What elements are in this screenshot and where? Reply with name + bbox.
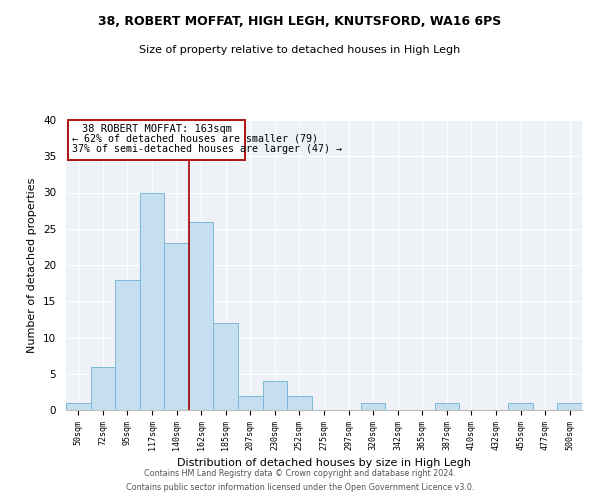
Bar (189, 222, 214, 410)
Bar (361, 403, 385, 410)
Text: 38 ROBERT MOFFAT: 163sqm: 38 ROBERT MOFFAT: 163sqm (82, 124, 232, 134)
Text: 38, ROBERT MOFFAT, HIGH LEGH, KNUTSFORD, WA16 6PS: 38, ROBERT MOFFAT, HIGH LEGH, KNUTSFORD,… (98, 15, 502, 28)
Text: ← 62% of detached houses are smaller (79): ← 62% of detached houses are smaller (79… (72, 133, 318, 143)
Y-axis label: Number of detached properties: Number of detached properties (28, 178, 37, 352)
Bar (287, 396, 312, 410)
Bar (238, 396, 263, 410)
Bar (263, 381, 287, 410)
Text: 37% of semi-detached houses are larger (47) →: 37% of semi-detached houses are larger (… (72, 144, 342, 154)
Bar (140, 192, 164, 410)
Bar (115, 280, 140, 410)
Text: Contains public sector information licensed under the Open Government Licence v3: Contains public sector information licen… (126, 484, 474, 492)
Bar (434, 403, 459, 410)
Bar (214, 323, 238, 410)
Bar (557, 403, 582, 410)
Bar (66, 403, 91, 410)
Bar (91, 366, 115, 410)
Bar (508, 403, 533, 410)
Text: Contains HM Land Registry data © Crown copyright and database right 2024.: Contains HM Land Registry data © Crown c… (144, 468, 456, 477)
FancyBboxPatch shape (68, 120, 245, 160)
Text: Size of property relative to detached houses in High Legh: Size of property relative to detached ho… (139, 45, 461, 55)
X-axis label: Distribution of detached houses by size in High Legh: Distribution of detached houses by size … (177, 458, 471, 468)
Bar (164, 244, 189, 410)
